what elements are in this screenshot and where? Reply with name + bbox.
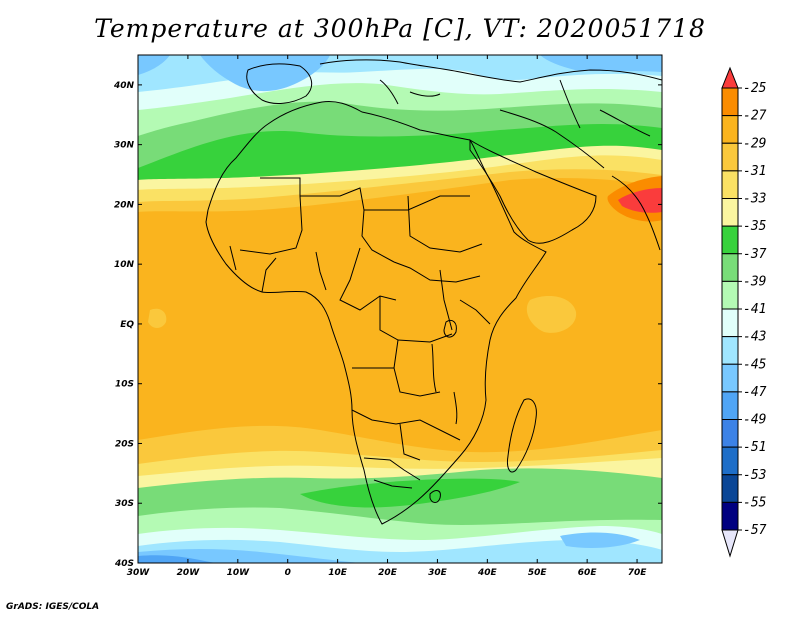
x-tick-label: 70E [628,568,648,578]
x-tick-label: 30W [127,568,151,578]
colorbar-label: -53 [743,468,766,483]
colorbar-label: -35 [743,219,767,234]
temperature-field [138,55,662,563]
colorbar-label: -31 [743,164,766,179]
colorbar-label: -39 [743,274,766,289]
colorbar-label: -51 [743,440,766,455]
x-tick-label: 0 [285,568,291,578]
colorbar-swatch [721,280,739,310]
colorbar-label: -43 [743,330,766,345]
colorbar-top-triangle [721,66,739,89]
credit-text: GrADS: IGES/COLA [6,602,100,612]
colorbar-swatch [721,198,739,227]
x-tick-label: 10W [227,568,251,578]
colorbar-swatch [721,253,739,282]
colorbar-swatch [721,87,739,117]
colorbar-label: -47 [743,385,767,400]
colorbar-label: -57 [743,523,767,538]
colorbar-swatch [721,419,739,448]
x-tick-label: 30E [428,568,448,578]
colorbar-label: -27 [743,109,767,124]
colorbar-label: -41 [743,302,766,317]
y-tick-label: 30S [115,499,134,509]
y-tick-label: EQ [120,320,134,330]
x-tick-label: 10E [328,568,348,578]
colorbar: -25 -27 -29 -31 -33 -35 -37 -39 -41 -43 -45 -47 -49 -… [721,66,767,558]
colorbar-swatch [721,336,739,365]
y-tick-label: 20N [114,200,135,210]
colorbar-label: -29 [743,136,766,151]
colorbar-label: -37 [743,247,767,262]
colorbar-label: -33 [743,192,766,207]
colorbar-swatch [721,308,739,338]
colorbar-swatch [721,170,739,199]
y-tick-label: 20S [115,439,134,449]
colorbar-bottom-triangle [721,529,739,558]
x-tick-label: 60E [578,568,598,578]
colorbar-swatch [721,446,739,476]
colorbar-swatch [721,391,739,420]
colorbar-swatch [721,474,739,503]
x-tick-label: 50E [528,568,548,578]
y-tick-label: 30N [114,141,135,151]
x-tick-label: 20E [378,568,398,578]
colorbar-swatch [721,142,739,172]
colorbar-label: -25 [743,81,767,96]
colorbar-swatch [721,501,739,531]
x-tick-label: 40E [477,568,498,578]
colorbar-swatch [721,225,739,255]
x-tick-label: 20W [177,568,201,578]
y-tick-label: 10N [114,260,135,270]
colorbar-swatch [721,363,739,393]
map-title: Temperature at 300hPa [C], VT: 202005171… [94,14,706,43]
y-tick-label: 40S [114,559,134,569]
colorbar-label: -49 [743,413,766,428]
y-tick-label: 10S [115,380,134,390]
y-tick-label: 40N [113,81,135,91]
colorbar-label: -45 [743,357,767,372]
colorbar-label: -55 [743,495,767,510]
colorbar-swatch [721,115,739,144]
axis-ticks: 30W 20W 10W 0 10E 20E 30E 40E 50E 60E 70E 40N 30N 20N… [113,55,662,578]
